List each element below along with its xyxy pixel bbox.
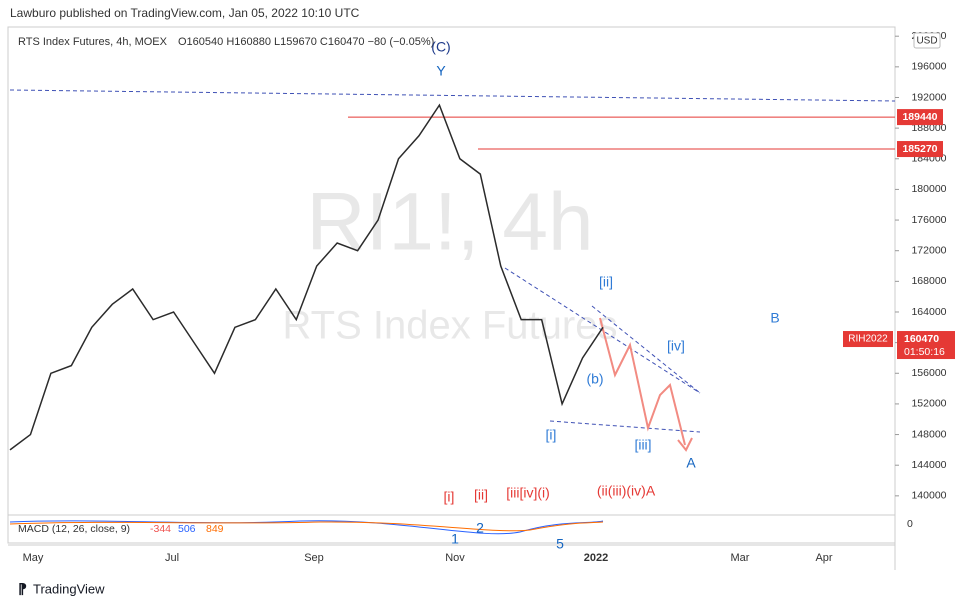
y-tick-label: 164000 [911, 306, 946, 318]
wave-label: [i] [546, 427, 557, 443]
level-box [897, 109, 943, 126]
wave-label: [ii] [599, 274, 613, 290]
wave-label: (C) [431, 39, 450, 55]
wave-label: [iii] [634, 437, 651, 453]
macd-value: 849 [206, 523, 224, 535]
publisher: Lawburo published on TradingView.com, Ja… [10, 6, 360, 20]
wave-label: 5 [556, 536, 564, 552]
currency-box[interactable] [913, 32, 941, 49]
x-tick-label: Sep [304, 552, 324, 564]
watermark-name: RTS Index Futures [283, 304, 618, 348]
projection [599, 317, 686, 446]
y-tick-label: 168000 [911, 275, 946, 287]
wave-label: [i] [444, 489, 455, 505]
last-price-box [897, 331, 955, 360]
currency[interactable]: USD [916, 36, 937, 47]
macd-value: 506 [178, 523, 196, 535]
y-tick-label: 152000 [911, 398, 946, 410]
wave-label: 2 [476, 520, 484, 536]
y-tick-label: 196000 [911, 61, 946, 73]
level-box [897, 141, 943, 158]
macd-zero: 0 [907, 518, 913, 530]
wave-label: B [770, 310, 779, 326]
y-tick-label: 176000 [911, 214, 946, 226]
wave-label: 1 [451, 531, 459, 547]
wave-label: (ii(iii)(iv)A [597, 483, 656, 499]
symbol-box [843, 331, 893, 348]
logo-mark: ⁋ [18, 581, 27, 597]
y-tick-label: 172000 [911, 244, 946, 256]
signal-line [9, 521, 604, 532]
y-tick-label: 148000 [911, 428, 946, 440]
brand: TradingView [33, 581, 105, 596]
ohlc: O160540 H160880 L159670 C160470 −80 (−0.… [178, 36, 434, 48]
last-price: 160470 [904, 333, 939, 345]
trend-line [9, 89, 896, 102]
watermark-ticker: RI1!, 4h [306, 177, 593, 268]
wave-label: (b) [586, 371, 603, 387]
wave-label: [iii[iv](i) [506, 485, 550, 501]
y-tick-label: 192000 [911, 91, 946, 103]
x-tick-label: Mar [731, 552, 750, 564]
x-tick-label: May [23, 552, 44, 564]
x-tick-label: Nov [445, 552, 465, 564]
y-tick-label: 140000 [911, 490, 946, 502]
y-tick-label: 180000 [911, 183, 946, 195]
macd-value: -344 [150, 523, 171, 535]
trend-line [591, 305, 701, 394]
wave-label: [iv] [667, 338, 685, 354]
symbol: RTS Index Futures, 4h, MOEX [18, 36, 168, 48]
countdown: 01:50:16 [904, 346, 945, 358]
y-tick-label: 156000 [911, 367, 946, 379]
price-line [9, 103, 604, 451]
projection-arrow [677, 437, 693, 452]
level-label: 189440 [902, 111, 937, 123]
x-tick-label: 2022 [584, 552, 608, 564]
x-tick-label: Jul [165, 552, 179, 564]
wave-label: Y [436, 63, 446, 79]
level-label: 185270 [902, 143, 937, 155]
y-tick-label: 144000 [911, 459, 946, 471]
macd-label: MACD (12, 26, close, 9) [18, 523, 130, 535]
x-tick-label: Apr [815, 552, 832, 564]
symbol-label: RIH2022 [848, 334, 888, 345]
wave-label: A [686, 455, 696, 471]
wave-label: [ii] [474, 487, 488, 503]
